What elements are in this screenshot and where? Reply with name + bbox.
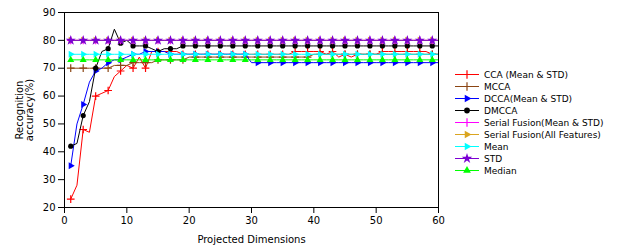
svg-text:60: 60 — [43, 90, 56, 101]
svg-text:70: 70 — [43, 62, 56, 73]
svg-text:0: 0 — [61, 215, 67, 226]
svg-text:60: 60 — [432, 215, 445, 226]
svg-text:10: 10 — [120, 215, 133, 226]
html-text:MCCA: MCCA — [484, 81, 511, 92]
html-text:DMCCA: DMCCA — [484, 105, 518, 116]
svg-text:50: 50 — [43, 118, 56, 129]
svg-text:30: 30 — [43, 174, 56, 185]
svg-text:20: 20 — [183, 215, 196, 226]
html-text:Median: Median — [484, 165, 517, 176]
html-text:Mean: Mean — [484, 141, 509, 152]
html-text:STD: STD — [484, 153, 503, 164]
svg-text:Recognitionaccuracy(%): Recognitionaccuracy(%) — [14, 79, 35, 142]
html-text:CCA (Mean & STD): CCA (Mean & STD) — [484, 69, 568, 80]
svg-text:30: 30 — [245, 215, 258, 226]
svg-text:90: 90 — [43, 7, 56, 18]
svg-text:Projected Dimensions: Projected Dimensions — [197, 234, 305, 245]
svg-text:20: 20 — [43, 202, 56, 213]
svg-text:50: 50 — [370, 215, 383, 226]
svg-text:80: 80 — [43, 35, 56, 46]
html-text:Serial Fusion(All Features): Serial Fusion(All Features) — [484, 129, 601, 140]
html-text:DCCA(Mean & STD): DCCA(Mean & STD) — [484, 93, 573, 104]
html-text:Serial Fusion(Mean & STD): Serial Fusion(Mean & STD) — [484, 117, 604, 128]
svg-text:40: 40 — [43, 146, 56, 157]
svg-text:40: 40 — [307, 215, 320, 226]
